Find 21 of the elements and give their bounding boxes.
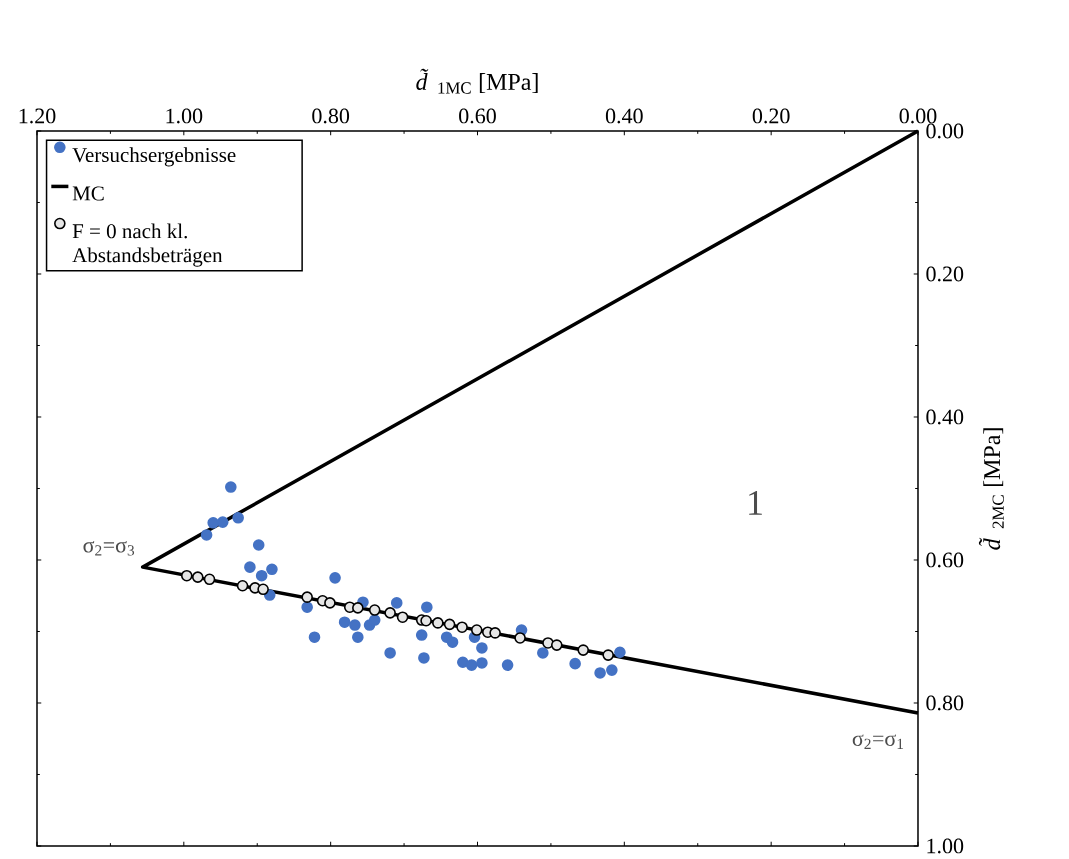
legend-label: Versuchsergebnisse <box>72 147 236 167</box>
x-axis-title: d̃$_{1MC}$ [MPa] <box>416 68 538 94</box>
y-tick-label: 0.00 <box>926 123 964 139</box>
legend-label: MC <box>72 186 104 201</box>
x-tick-label: 1.00 <box>166 108 203 124</box>
x-tick-label: 0.20 <box>752 108 790 124</box>
y-tick-label: 0.20 <box>926 266 964 282</box>
annotation: σ$_{2}$=σ$_{1}$ <box>852 734 904 749</box>
y-tick-label: 0.40 <box>926 409 964 425</box>
x-tick-label: 0.80 <box>312 108 350 124</box>
legend-label: F = 0 nach kl. Abstandsbeträgen <box>72 223 223 267</box>
x-tick-label: 1.20 <box>19 108 56 124</box>
annotation: σ$_{2}$=σ$_{3}$ <box>83 541 135 556</box>
y-tick-label: 0.80 <box>926 695 964 711</box>
annotation: 1 <box>749 490 762 515</box>
x-tick-label: 0.00 <box>899 108 937 124</box>
x-tick-label: 0.40 <box>605 108 643 124</box>
x-tick-label: 0.60 <box>459 108 496 124</box>
y-tick-label: 1.00 <box>927 838 964 854</box>
y-tick-label: 0.60 <box>926 552 964 568</box>
y-axis-title: d̃$_{2MC}$ [MPa] <box>978 428 1004 550</box>
